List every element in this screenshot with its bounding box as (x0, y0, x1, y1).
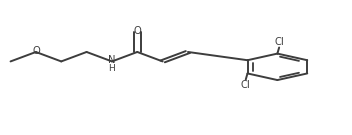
Text: O: O (32, 46, 40, 56)
Text: H: H (108, 64, 115, 73)
Text: Cl: Cl (241, 80, 251, 90)
Text: Cl: Cl (274, 37, 284, 47)
Text: O: O (133, 26, 141, 36)
Text: N: N (108, 55, 116, 65)
